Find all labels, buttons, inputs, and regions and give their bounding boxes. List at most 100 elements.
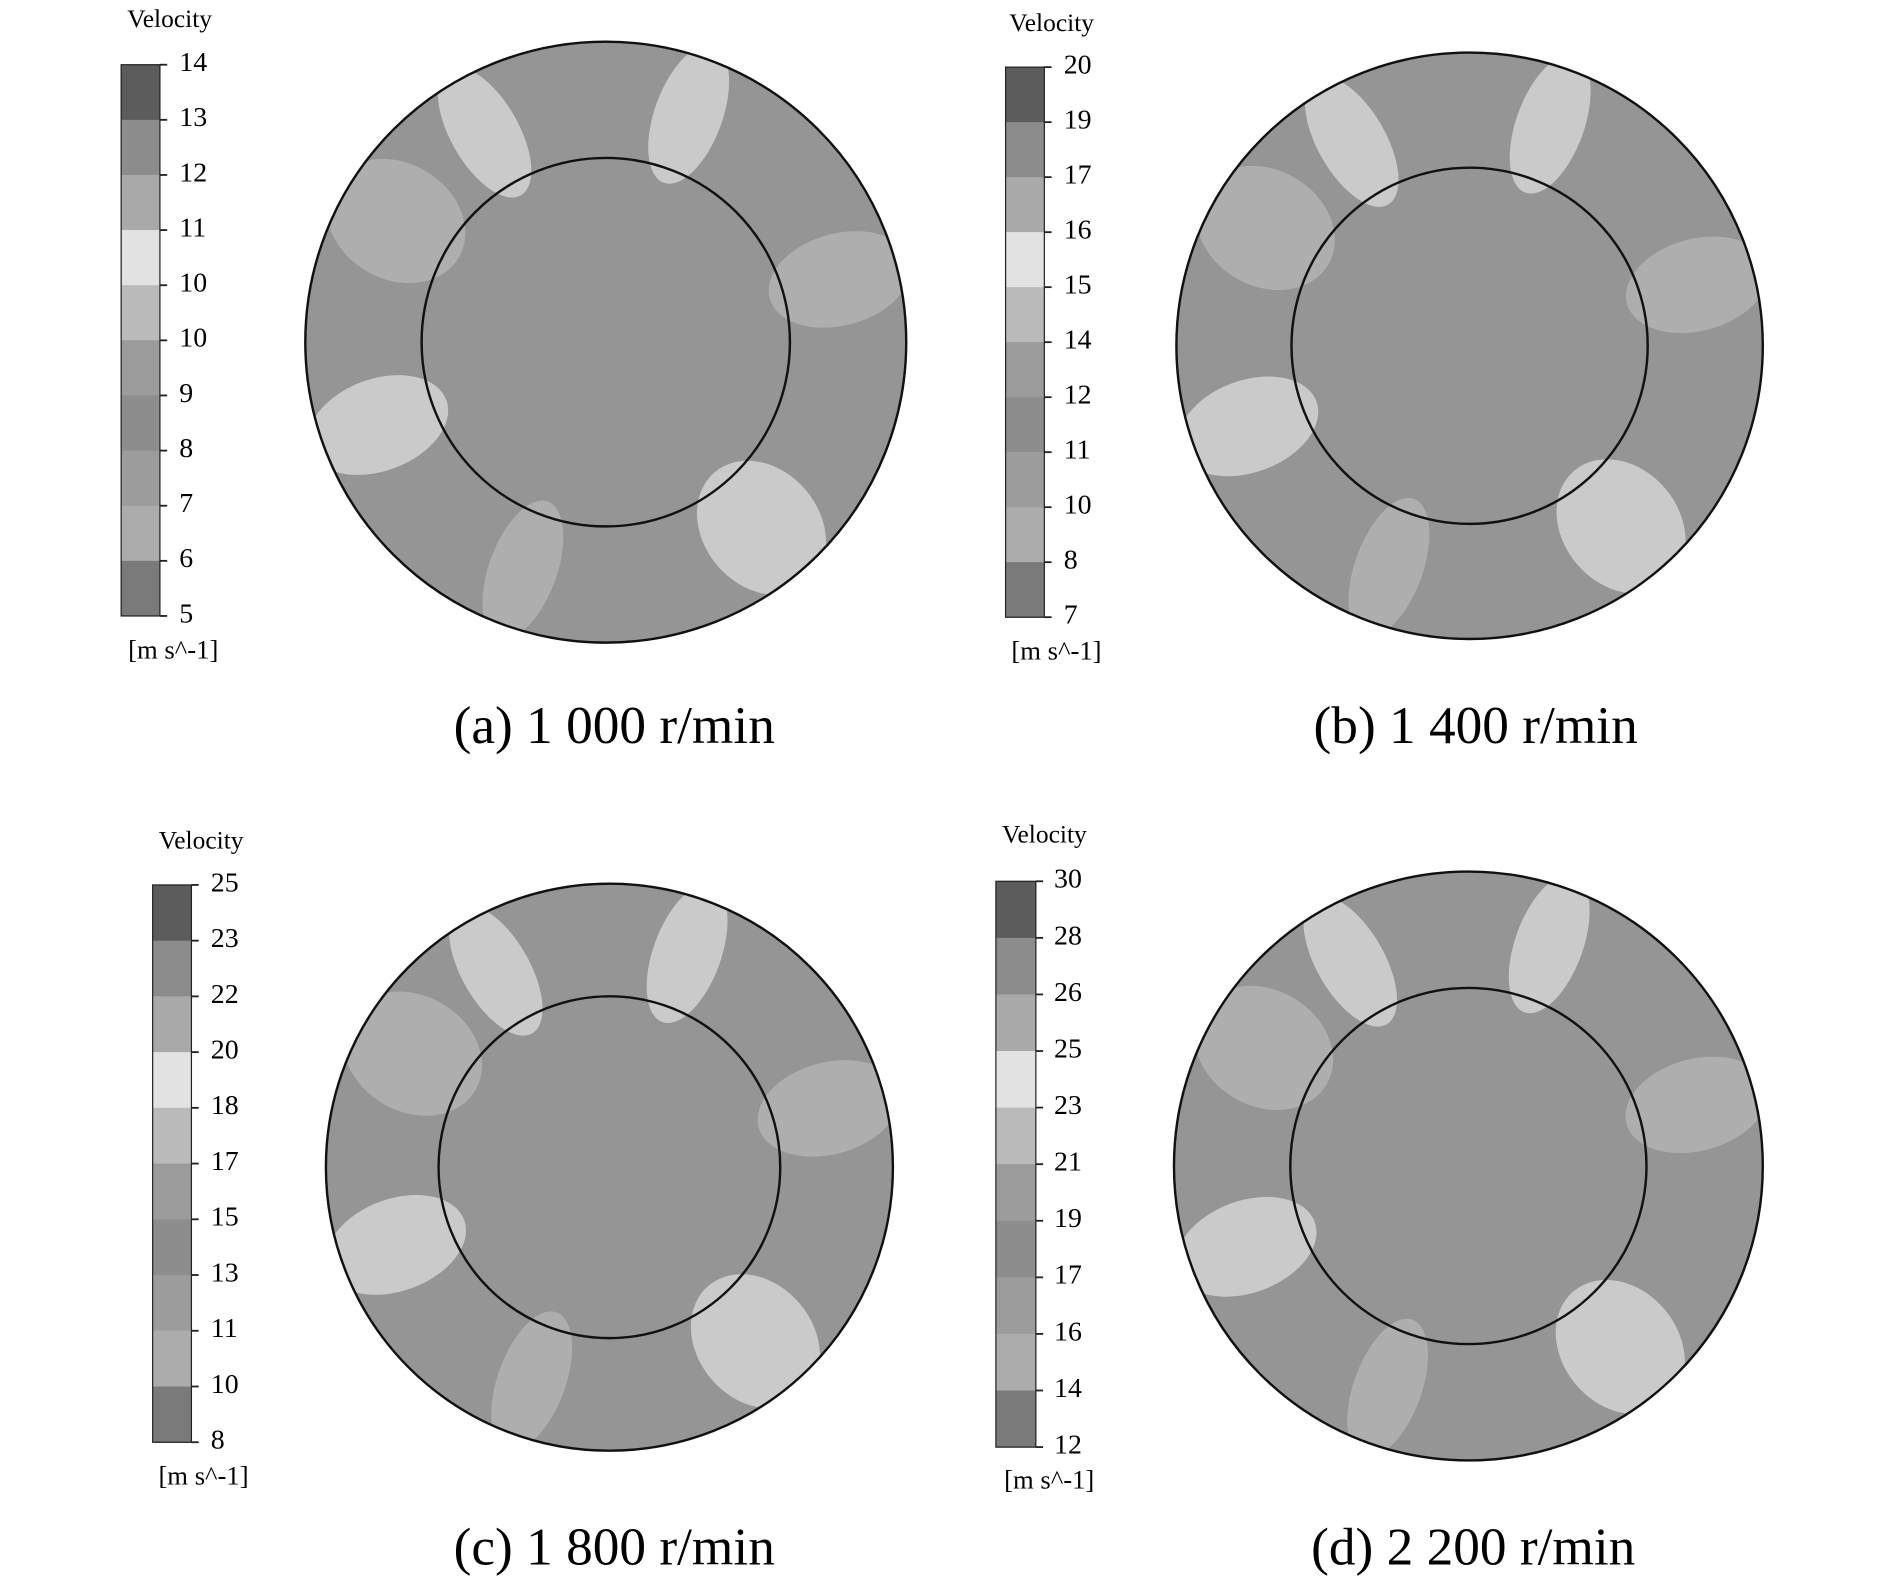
contour-patch bbox=[690, 1274, 820, 1409]
contour-patch bbox=[1305, 76, 1399, 207]
tick-label: 15 bbox=[211, 1202, 239, 1233]
unit-label: [m s^-1] bbox=[128, 634, 218, 664]
colorbar-band bbox=[152, 940, 192, 997]
ring-outline bbox=[324, 882, 895, 1452]
contour-patch bbox=[1556, 459, 1686, 594]
tick-label: 17 bbox=[1054, 1260, 1082, 1291]
contour-patch bbox=[1303, 896, 1397, 1027]
colorbar-band bbox=[152, 1163, 192, 1220]
colorbar-band bbox=[121, 560, 160, 617]
colorbar-band bbox=[995, 994, 1036, 1052]
colorbar-band bbox=[121, 119, 160, 176]
tick-label: 5 bbox=[179, 598, 193, 629]
contour-patch bbox=[1176, 1196, 1317, 1297]
tick-label: 18 bbox=[211, 1090, 239, 1121]
ring-outline bbox=[304, 40, 908, 644]
colorbar-band bbox=[1005, 397, 1045, 453]
contour bbox=[305, 41, 907, 643]
colorbar-band bbox=[1005, 177, 1045, 233]
colorbar-band bbox=[995, 1220, 1036, 1278]
contour-patch bbox=[307, 375, 449, 475]
tick-label: 13 bbox=[179, 102, 207, 133]
tick-label: 7 bbox=[1064, 600, 1078, 631]
tick-label: 8 bbox=[1064, 545, 1078, 576]
tick-label: 16 bbox=[1054, 1316, 1082, 1347]
tick-label: 14 bbox=[1064, 325, 1092, 356]
tick-label: 6 bbox=[179, 543, 193, 574]
contour-patch bbox=[326, 158, 466, 284]
legend-title: Velocity bbox=[1009, 8, 1094, 37]
tick-label: 22 bbox=[211, 979, 239, 1010]
tick-label: 11 bbox=[179, 212, 206, 243]
tick-label: 12 bbox=[1054, 1429, 1082, 1460]
colorbar-band bbox=[1005, 342, 1045, 398]
tick-label: 11 bbox=[1064, 435, 1091, 466]
tick-label: 11 bbox=[211, 1313, 238, 1344]
colorbar-band bbox=[121, 450, 160, 507]
colorbar-band bbox=[152, 1107, 192, 1165]
contour-patch bbox=[491, 1311, 573, 1450]
colorbar-band bbox=[121, 505, 160, 562]
unit-label: [m s^-1] bbox=[1011, 636, 1101, 666]
colorbar-band bbox=[995, 1390, 1036, 1448]
legend-title: Velocity bbox=[1002, 820, 1087, 849]
colorbar-band bbox=[1005, 122, 1045, 178]
tick-label: 28 bbox=[1054, 920, 1082, 951]
contour-patch bbox=[482, 500, 564, 640]
contour bbox=[1173, 871, 1763, 1461]
contour-patch bbox=[1509, 55, 1591, 194]
tick-label: 8 bbox=[211, 1425, 225, 1456]
contour-patch bbox=[648, 45, 730, 184]
contour-patch bbox=[1196, 165, 1335, 291]
contour-patch bbox=[343, 991, 483, 1116]
contour-patch bbox=[1347, 1318, 1429, 1458]
tick-label: 9 bbox=[179, 378, 193, 409]
tick-label: 16 bbox=[1064, 215, 1092, 246]
caption: (d) 2 200 r/min bbox=[1311, 1518, 1635, 1576]
tick-label: 21 bbox=[1054, 1147, 1082, 1178]
legend-title: Velocity bbox=[127, 4, 212, 33]
tick-label: 8 bbox=[179, 433, 193, 464]
tick-label: 14 bbox=[1054, 1373, 1082, 1404]
unit-label: [m s^-1] bbox=[158, 1461, 248, 1491]
contour-patch bbox=[696, 460, 827, 595]
tick-label: 19 bbox=[1064, 105, 1092, 136]
colorbar-band bbox=[1005, 232, 1045, 288]
colorbar-band bbox=[995, 1107, 1036, 1165]
contour-patch bbox=[768, 231, 907, 328]
contour-patch bbox=[1625, 1056, 1763, 1154]
legend-title: Velocity bbox=[159, 826, 244, 855]
unit-label: [m s^-1] bbox=[1004, 1464, 1094, 1494]
tick-label: 25 bbox=[211, 867, 239, 898]
contour-patch bbox=[1625, 236, 1763, 334]
contour-patch bbox=[646, 884, 728, 1024]
colorbar-band bbox=[1005, 452, 1045, 508]
contour bbox=[325, 883, 893, 1451]
ring-outline bbox=[1175, 51, 1765, 641]
tick-label: 12 bbox=[179, 157, 207, 188]
contour-patch bbox=[449, 905, 543, 1036]
colorbar-band bbox=[1005, 67, 1045, 123]
colorbar-band bbox=[121, 174, 160, 231]
contour-patch bbox=[1555, 1279, 1685, 1415]
colorbar-band bbox=[995, 881, 1036, 939]
ring-outline bbox=[1172, 870, 1765, 1462]
contour-patch bbox=[1508, 874, 1590, 1014]
tick-label: 20 bbox=[1064, 50, 1092, 81]
caption: (a) 1 000 r/min bbox=[454, 696, 775, 755]
tick-label: 7 bbox=[179, 488, 193, 519]
tick-label: 17 bbox=[1064, 160, 1092, 191]
tick-label: 10 bbox=[179, 323, 207, 354]
contour bbox=[1176, 52, 1763, 639]
contour-patch bbox=[437, 67, 532, 198]
tick-label: 19 bbox=[1054, 1203, 1082, 1234]
colorbar-band bbox=[152, 1275, 192, 1332]
colorbar-band bbox=[1005, 507, 1045, 563]
colorbar-band bbox=[121, 395, 160, 452]
contour-patch bbox=[757, 1060, 893, 1157]
colorbar-band bbox=[121, 64, 160, 121]
colorbar-band bbox=[995, 937, 1036, 996]
colorbar-band bbox=[152, 1219, 192, 1276]
